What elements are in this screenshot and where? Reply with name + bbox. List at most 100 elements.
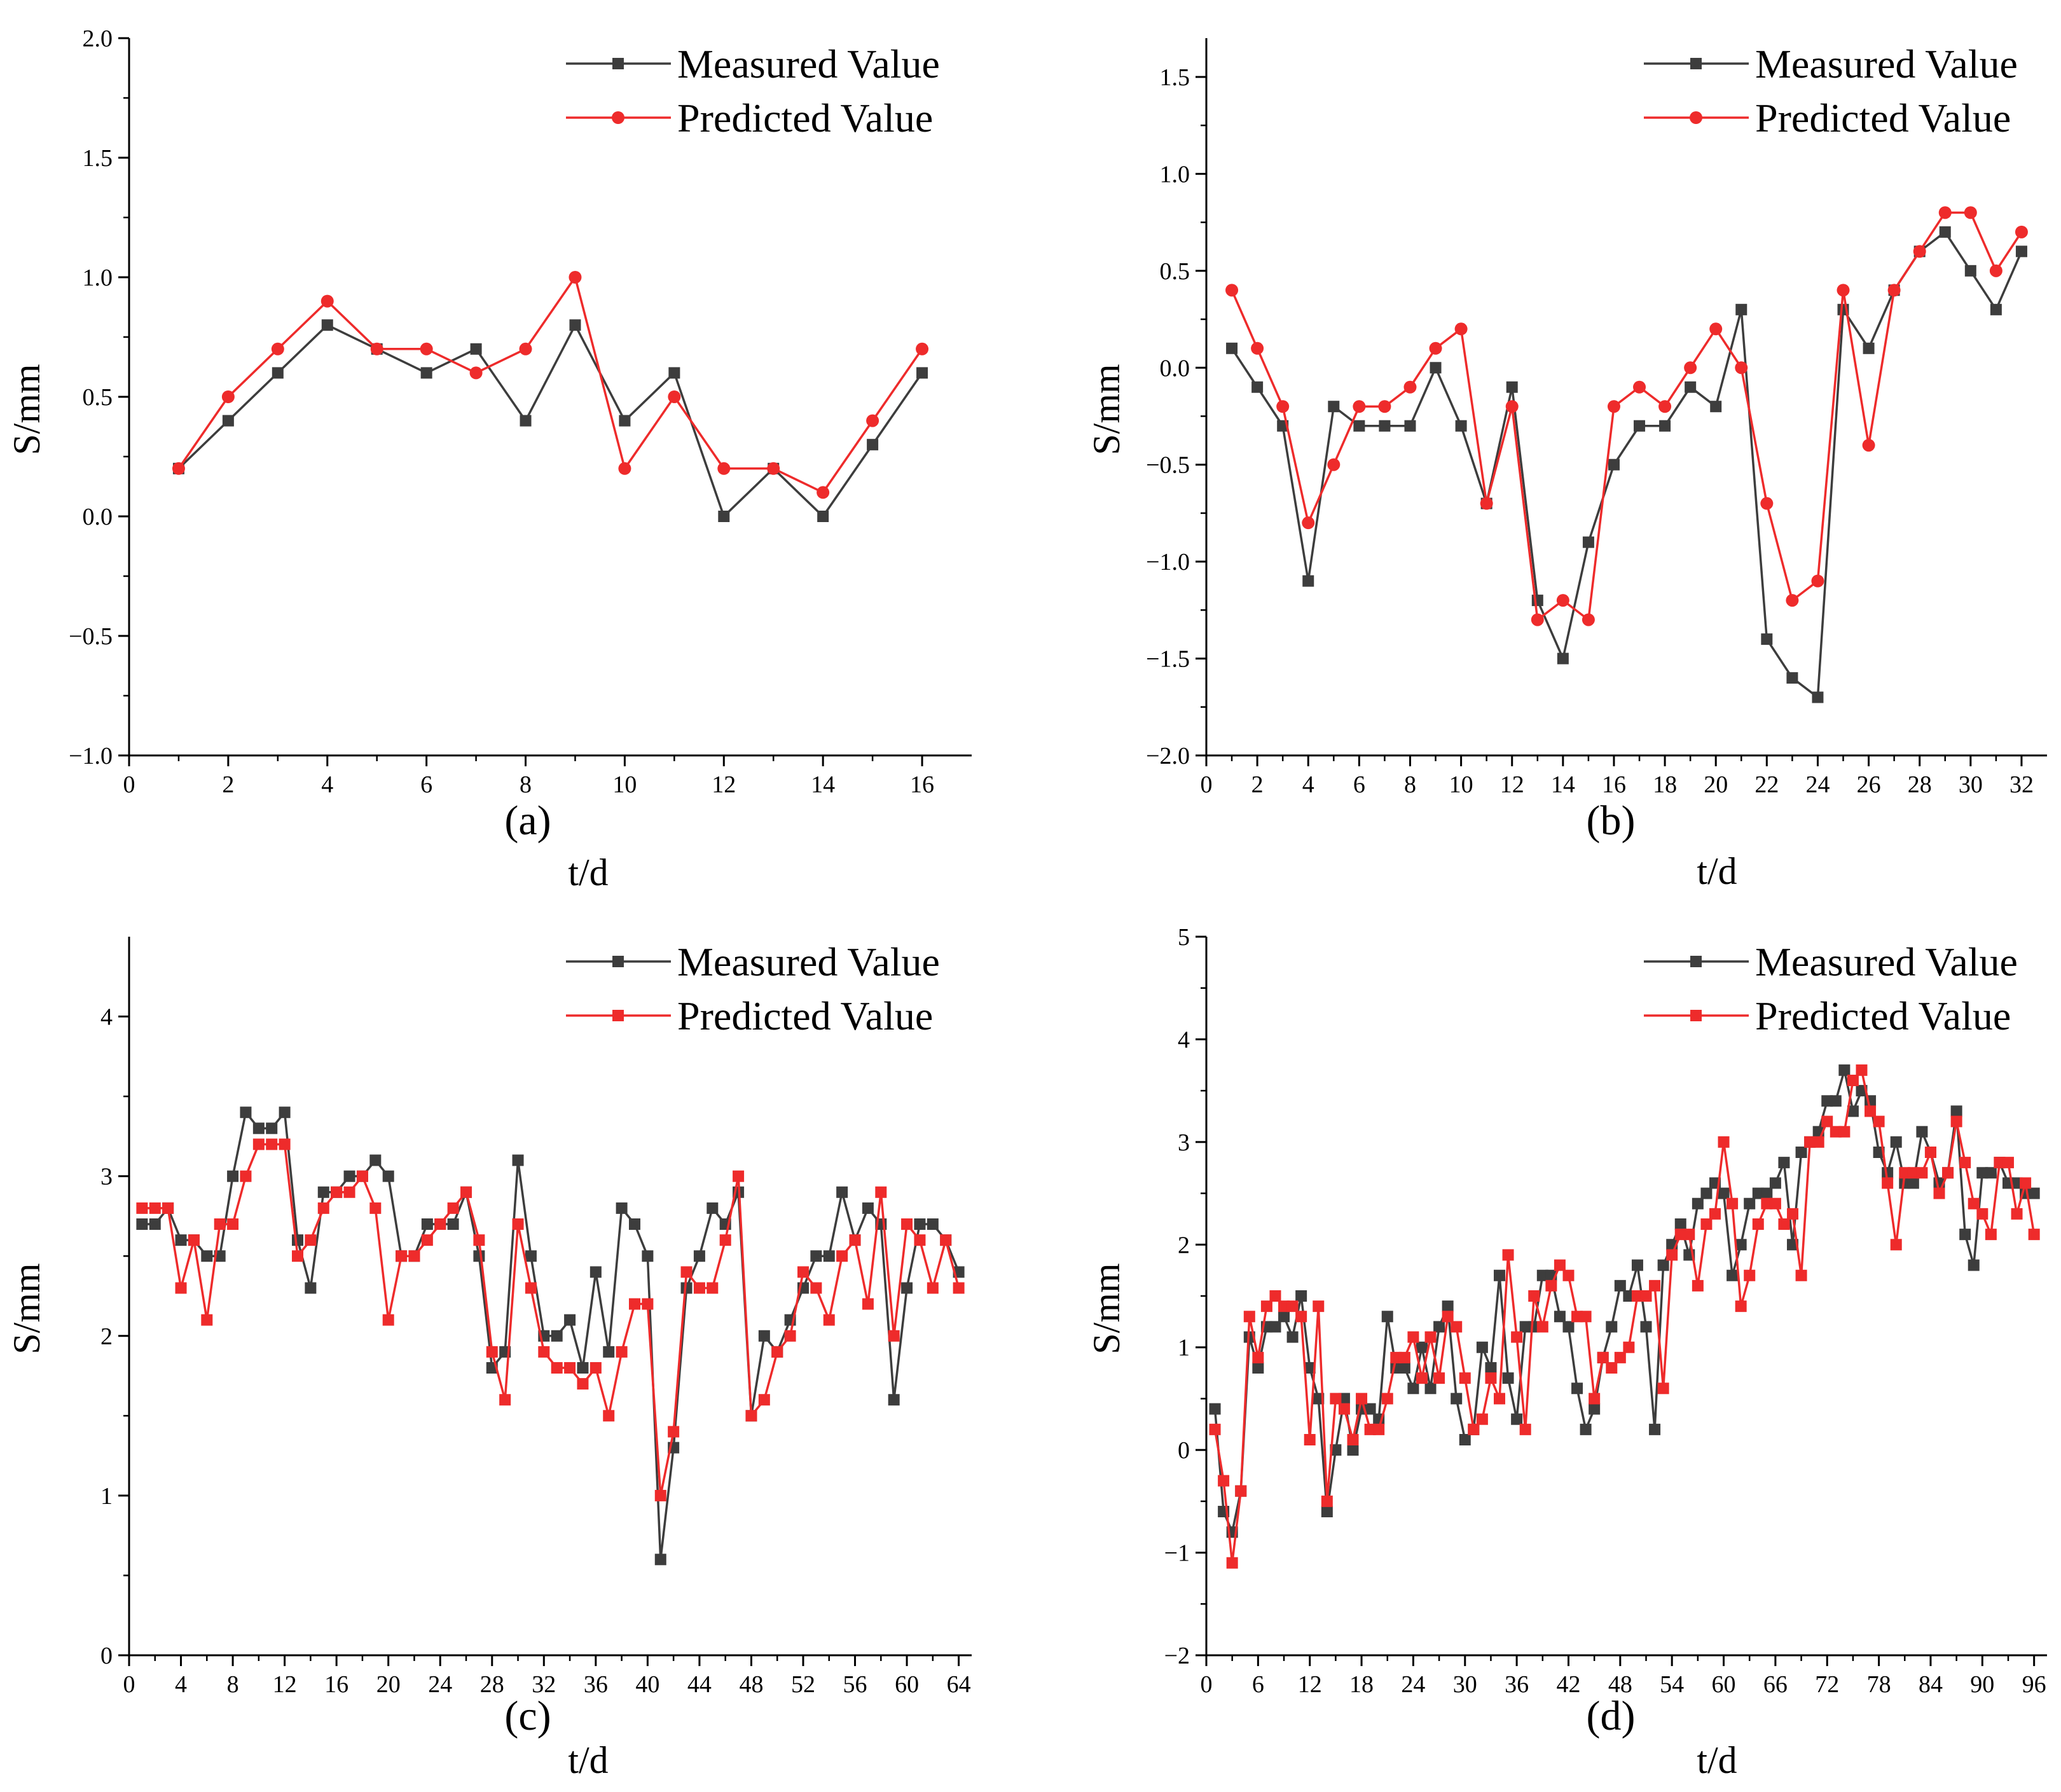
predicted-value-point bbox=[420, 342, 433, 355]
predicted-value-series bbox=[1209, 1064, 2040, 1569]
measured-value-point bbox=[1863, 342, 1875, 354]
x-tick-label: 24 bbox=[428, 1671, 452, 1698]
measured-value-line bbox=[142, 1111, 960, 1561]
x-tick-label: 44 bbox=[687, 1671, 712, 1698]
measured-value-point bbox=[2015, 245, 2027, 258]
predicted-value-point bbox=[1531, 613, 1544, 626]
measured-value-point bbox=[520, 415, 532, 427]
measured-value-point bbox=[1752, 1187, 1764, 1199]
predicted-value-point bbox=[1856, 1064, 1868, 1076]
measured-value-point bbox=[420, 367, 432, 379]
legend-label: Measured Value bbox=[1755, 41, 2018, 86]
predicted-value-point bbox=[1545, 1279, 1557, 1292]
measured-value-point bbox=[551, 1330, 563, 1342]
legend-label: Predicted Value bbox=[677, 993, 933, 1038]
predicted-value-point bbox=[1942, 1167, 1954, 1179]
predicted-value-point bbox=[1700, 1218, 1713, 1230]
predicted-value-point bbox=[1924, 1147, 1936, 1158]
x-tick-label: 16 bbox=[324, 1671, 348, 1698]
x-tick-label: 30 bbox=[1453, 1671, 1477, 1698]
measured-value-point bbox=[1950, 1105, 1962, 1117]
predicted-value-point bbox=[1752, 1218, 1764, 1230]
y-tick-label: −2 bbox=[1164, 1643, 1190, 1669]
panel-c: 0 4 8 12 16 20 24 28 32 36 40 44 48 52 56 60 6401234S/mm… bbox=[6, 937, 972, 1781]
measured-value-point bbox=[473, 1250, 485, 1262]
measured-value-point bbox=[1589, 1403, 1601, 1415]
predicted-value-line bbox=[1213, 1069, 2036, 1564]
x-tick-label: 32 bbox=[532, 1671, 556, 1698]
predicted-value-point bbox=[1606, 1362, 1618, 1374]
predicted-value-point bbox=[1364, 1423, 1376, 1435]
predicted-value-point bbox=[136, 1202, 148, 1214]
predicted-value-point bbox=[875, 1186, 887, 1198]
x-tick-label: 4 bbox=[1302, 771, 1314, 798]
predicted-value-point bbox=[1562, 1269, 1575, 1281]
predicted-value-point bbox=[1327, 458, 1341, 471]
predicted-value-point bbox=[1442, 1311, 1454, 1323]
predicted-value-point bbox=[1302, 516, 1315, 530]
x-tick-label: 52 bbox=[791, 1671, 815, 1698]
x-tick-label: 54 bbox=[1660, 1671, 1684, 1698]
predicted-value-point bbox=[1433, 1372, 1445, 1384]
predicted-value-point bbox=[888, 1330, 900, 1342]
predicted-value-point bbox=[1511, 1331, 1523, 1343]
measured-value-point bbox=[1519, 1321, 1531, 1333]
predicted-value-point bbox=[1865, 1105, 1877, 1117]
predicted-value-point bbox=[279, 1138, 291, 1150]
measured-value-point bbox=[1761, 1187, 1773, 1199]
predicted-value-point bbox=[1390, 1351, 1402, 1363]
y-tick-label: 2 bbox=[1178, 1232, 1190, 1258]
predicted-value-point bbox=[1631, 1290, 1643, 1302]
measured-value-point bbox=[1838, 1064, 1851, 1076]
measured-value-point bbox=[470, 343, 482, 355]
predicted-value-point bbox=[1938, 206, 1952, 219]
measured-value-point bbox=[888, 1394, 900, 1406]
measured-value-point bbox=[1416, 1341, 1428, 1353]
x-tick-label: 32 bbox=[2009, 771, 2034, 798]
measured-value-point bbox=[305, 1282, 317, 1294]
predicted-value-point bbox=[618, 462, 631, 475]
legend-label: Predicted Value bbox=[1755, 993, 2011, 1038]
measured-value-point bbox=[1251, 381, 1264, 393]
legend-label: Predicted Value bbox=[677, 95, 933, 141]
y-tick-label: 4 bbox=[100, 1004, 113, 1031]
predicted-value-point bbox=[1887, 284, 1901, 297]
x-tick-label: 4 bbox=[175, 1671, 187, 1698]
measured-value-point bbox=[603, 1346, 615, 1358]
measured-value-point bbox=[901, 1282, 913, 1294]
measured-value-point bbox=[927, 1218, 939, 1230]
legend-measured-value: Measured Value bbox=[1644, 41, 2018, 86]
predicted-value-point bbox=[1899, 1167, 1911, 1179]
predicted-value-point bbox=[745, 1410, 757, 1422]
measured-value-point bbox=[1347, 1444, 1359, 1456]
predicted-value-point bbox=[1454, 322, 1468, 336]
predicted-value-point bbox=[1907, 1167, 1919, 1179]
measured-value-point bbox=[1209, 1403, 1221, 1415]
predicted-value-series bbox=[172, 271, 929, 499]
measured-value-point bbox=[525, 1250, 537, 1262]
x-tick-label: 24 bbox=[1805, 771, 1830, 798]
predicted-value-point bbox=[1804, 1136, 1816, 1148]
measured-value-point bbox=[266, 1122, 278, 1134]
predicted-value-point bbox=[927, 1282, 939, 1294]
measured-value-point bbox=[1649, 1423, 1661, 1435]
predicted-value-point bbox=[901, 1218, 913, 1230]
measured-value-point bbox=[1710, 401, 1722, 413]
measured-value-point bbox=[1778, 1157, 1790, 1169]
predicted-value-point bbox=[603, 1410, 615, 1422]
measured-value-point bbox=[1968, 1259, 1980, 1271]
x-tick-label: 66 bbox=[1763, 1671, 1788, 1698]
x-tick-label: 12 bbox=[273, 1671, 297, 1698]
predicted-value-point bbox=[1778, 1218, 1790, 1230]
measured-value-point bbox=[1571, 1382, 1583, 1395]
y-tick-label: 0.0 bbox=[83, 504, 113, 530]
x-tick-label: 48 bbox=[739, 1671, 763, 1698]
measured-value-point bbox=[1795, 1147, 1807, 1158]
predicted-value-point bbox=[1640, 1290, 1652, 1302]
x-tick-label: 24 bbox=[1401, 1671, 1425, 1698]
predicted-value-point bbox=[1353, 400, 1366, 413]
predicted-value-point bbox=[668, 390, 681, 403]
predicted-value-line bbox=[142, 1143, 960, 1497]
x-tick-label: 20 bbox=[1704, 771, 1728, 798]
legend-marker bbox=[1690, 1010, 1702, 1021]
